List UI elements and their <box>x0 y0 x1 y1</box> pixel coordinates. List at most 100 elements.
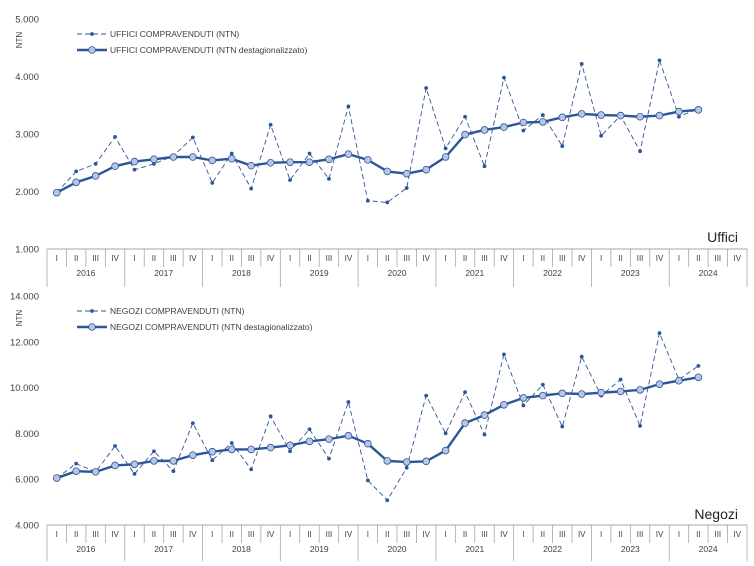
data-point-adjusted <box>383 167 392 176</box>
quarter-label: III <box>559 254 566 263</box>
data-point-raw <box>521 128 526 133</box>
data-point-raw <box>365 478 370 483</box>
year-label: 2019 <box>310 544 329 554</box>
data-point-raw <box>502 352 506 357</box>
y-tick-label: 14.000 <box>10 292 39 303</box>
quarter-label: I <box>367 530 369 539</box>
y-tick-label: 3.000 <box>15 130 39 141</box>
quarter-label: I <box>289 254 291 263</box>
data-point-raw <box>482 164 487 169</box>
quarter-label: I <box>522 254 524 263</box>
data-point-raw <box>249 186 254 191</box>
quarter-label: I <box>522 530 524 539</box>
data-point-adjusted <box>91 468 100 476</box>
quarter-label: II <box>618 530 622 539</box>
data-point-raw <box>190 421 195 425</box>
data-point-raw <box>113 134 117 139</box>
data-point-adjusted <box>500 123 508 131</box>
data-point-adjusted <box>577 390 586 398</box>
data-point-adjusted <box>461 130 469 139</box>
data-point-adjusted <box>286 441 294 450</box>
legend-label: UFFICI COMPRAVENDUTI (NTN) <box>110 29 239 39</box>
data-point-adjusted <box>189 451 197 459</box>
quarter-label: III <box>403 530 410 539</box>
data-point-raw <box>540 382 545 387</box>
y-tick-label: 5.000 <box>15 15 39 26</box>
data-point-adjusted <box>519 118 528 127</box>
data-point-adjusted <box>655 111 664 120</box>
quarter-label: IV <box>733 530 741 539</box>
year-label: 2018 <box>232 268 251 278</box>
quarter-label: IV <box>656 530 664 539</box>
quarter-label: I <box>56 254 58 263</box>
year-label: 2022 <box>543 544 562 554</box>
series-line-raw <box>56 332 699 501</box>
quarter-label: II <box>74 254 78 263</box>
quarter-label: II <box>385 530 389 539</box>
data-point-raw <box>327 456 331 461</box>
quarter-label: III <box>637 254 644 263</box>
data-point-raw <box>657 331 662 335</box>
year-label: 2023 <box>621 268 640 278</box>
quarter-label: IV <box>111 254 119 263</box>
data-point-raw <box>288 449 292 454</box>
data-point-raw <box>385 200 390 205</box>
data-point-adjusted <box>52 474 61 482</box>
data-point-raw <box>560 144 565 148</box>
data-point-adjusted <box>208 447 217 456</box>
year-label: 2022 <box>543 268 562 278</box>
quarter-label: IV <box>267 530 275 539</box>
quarter-label: III <box>714 254 721 263</box>
data-point-raw <box>132 167 137 172</box>
data-point-adjusted <box>616 111 625 120</box>
quarter-label: III <box>637 530 644 539</box>
quarter-label: III <box>170 254 177 263</box>
quarter-label: I <box>56 530 58 539</box>
data-point-adjusted <box>616 387 625 396</box>
data-point-raw <box>521 403 526 408</box>
legend-label: NEGOZI COMPRAVENDUTI (NTN destagionalizz… <box>110 322 313 332</box>
quarter-label: II <box>307 254 311 263</box>
quarter-label: IV <box>345 530 353 539</box>
legend-entry: NEGOZI COMPRAVENDUTI (NTN destagionalizz… <box>77 322 313 332</box>
y-tick-label: 6.000 <box>15 475 39 486</box>
data-point-raw <box>268 122 273 127</box>
data-point-adjusted <box>72 467 80 475</box>
y-tick-label: 10.000 <box>10 383 39 394</box>
quarter-label: I <box>600 530 602 539</box>
data-point-adjusted <box>694 373 703 382</box>
series-line-raw <box>56 59 699 203</box>
data-point-raw <box>346 104 351 109</box>
quarter-label: III <box>481 530 488 539</box>
data-point-raw <box>113 444 117 448</box>
data-point-adjusted <box>266 158 275 167</box>
data-point-adjusted <box>208 156 217 165</box>
quarter-label: II <box>696 254 700 263</box>
year-label: 2023 <box>621 544 640 554</box>
y-tick-label: 12.000 <box>10 337 39 348</box>
data-point-adjusted <box>441 446 450 455</box>
legend-swatch-marker <box>88 46 96 54</box>
data-point-adjusted <box>519 394 528 402</box>
data-point-raw <box>696 363 701 368</box>
year-label: 2016 <box>76 544 95 554</box>
legend-label: NEGOZI COMPRAVENDUTI (NTN) <box>110 306 245 316</box>
year-label: 2018 <box>232 544 251 554</box>
data-point-adjusted <box>558 113 567 122</box>
data-point-raw <box>229 441 234 445</box>
data-point-adjusted <box>227 154 236 163</box>
quarter-label: IV <box>500 530 508 539</box>
data-point-adjusted <box>675 107 683 116</box>
data-point-adjusted <box>130 460 139 469</box>
year-label: 2017 <box>154 268 173 278</box>
data-point-adjusted <box>480 126 489 134</box>
legend-entry: UFFICI COMPRAVENDUTI (NTN destagionalizz… <box>77 45 307 55</box>
data-point-adjusted <box>344 150 353 158</box>
year-label: 2024 <box>699 544 718 554</box>
quarter-label: III <box>714 530 721 539</box>
data-point-raw <box>190 135 195 140</box>
data-point-raw <box>599 133 604 138</box>
data-point-raw <box>152 449 156 454</box>
